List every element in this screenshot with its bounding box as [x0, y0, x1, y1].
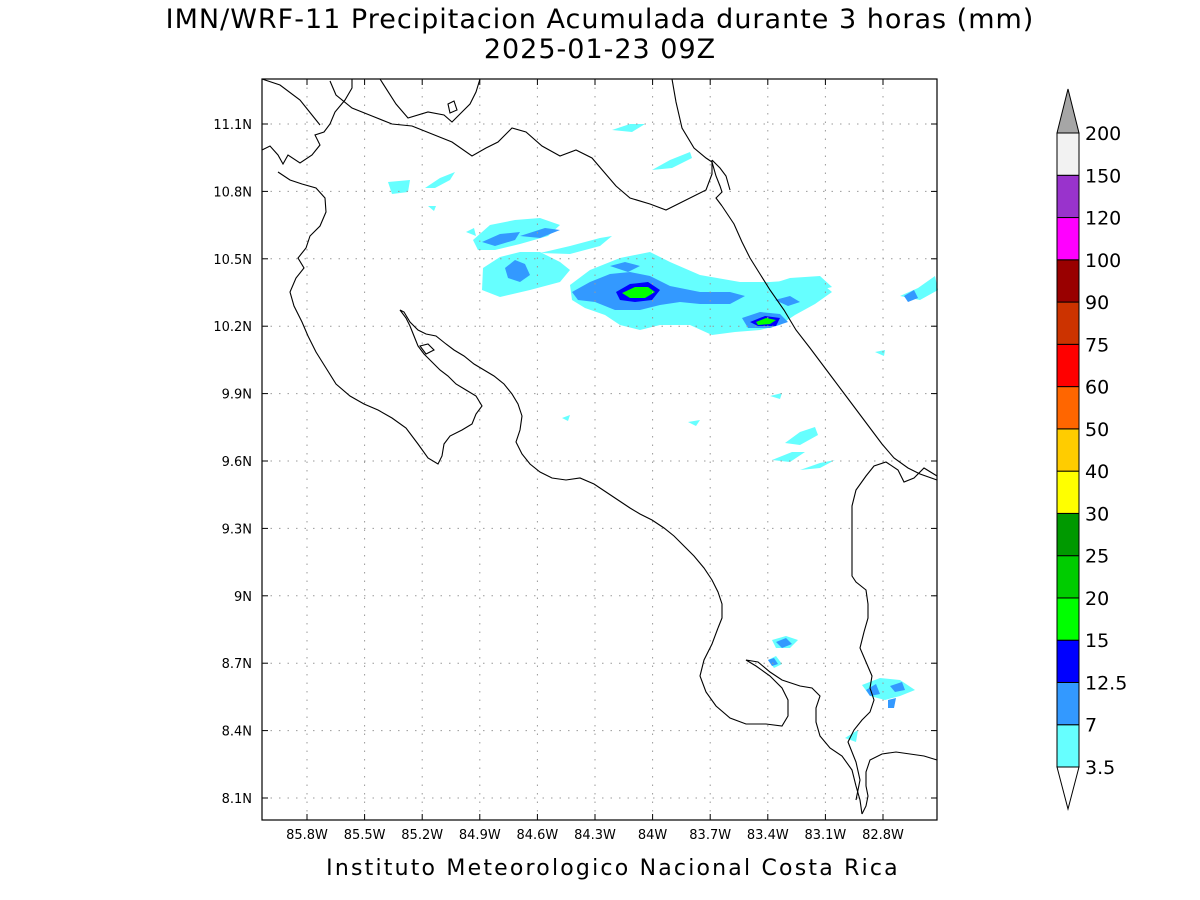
precipitation-areas: [388, 124, 938, 742]
lon-tick-label: 83.4W: [747, 828, 789, 843]
colorbar-box: [1056, 639, 1080, 683]
lat-tick-label: 8.1N: [222, 792, 252, 807]
colorbar-label: 15: [1085, 630, 1109, 652]
colorbar-label: 25: [1085, 546, 1109, 568]
colorbar-box: [1056, 512, 1080, 557]
map-title: IMN/WRF-11 Precipitacion Acumulada duran…: [165, 4, 1035, 35]
colorbar-label: 3.5: [1085, 757, 1115, 779]
lon-tick-label: 84.6W: [516, 828, 558, 843]
colorbar-label: 40: [1085, 461, 1109, 483]
lat-tick-label: 9.3N: [222, 522, 252, 537]
colorbar-box: [1056, 597, 1080, 641]
colorbar-label: 7: [1085, 715, 1097, 737]
colorbar-label: 90: [1085, 292, 1109, 314]
colorbar-box: [1056, 301, 1080, 345]
lat-tick-label: 10.8N: [213, 185, 252, 200]
colorbar-label: 150: [1085, 165, 1121, 187]
colorbar-label: 12.5: [1085, 672, 1127, 694]
colorbar-box: [1056, 555, 1080, 599]
lat-tick-label: 9.9N: [222, 388, 252, 403]
lon-tick-label: 85.8W: [286, 828, 328, 843]
colorbar-label: 30: [1085, 503, 1109, 525]
coastlines-and-borders: [261, 78, 938, 815]
colorbar-label: 20: [1085, 588, 1109, 610]
plot-frame: [261, 78, 938, 821]
lon-tick-label: 83.1W: [804, 828, 846, 843]
colorbar-box: [1056, 681, 1080, 726]
colorbar-box: [1056, 174, 1080, 219]
colorbar-label: 75: [1085, 334, 1109, 356]
lat-tick-label: 9N: [234, 590, 252, 605]
lat-tick-label: 10.5N: [213, 253, 252, 268]
colorbar-box: [1056, 428, 1080, 472]
colorbar-box: [1056, 259, 1080, 303]
lat-tick-label: 8.7N: [222, 657, 252, 672]
lon-tick-label: 84.9W: [459, 828, 501, 843]
lat-tick-label: 9.6N: [222, 455, 252, 470]
lon-tick-label: 83.7W: [689, 828, 731, 843]
colorbar-label: 50: [1085, 419, 1109, 441]
colorbar-box: [1056, 724, 1080, 768]
colorbar-label: 120: [1085, 208, 1121, 230]
map-subtitle: 2025-01-23 09Z: [483, 34, 717, 65]
colorbar-box: [1056, 386, 1080, 430]
lon-tick-label: 85.2W: [401, 828, 443, 843]
colorbar-box: [1056, 132, 1080, 176]
precipitation-colorbar: 3.5 7 12.5 15 20 25 30 40 50 60 75 90 100 120 150 200: [1056, 88, 1127, 811]
colorbar-label: 60: [1085, 377, 1109, 399]
footer-credit: Instituto Meteorologico Nacional Costa R…: [326, 856, 900, 881]
lon-tick-label: 84W: [638, 828, 668, 843]
colorbar-box: [1056, 343, 1080, 388]
colorbar-label: 100: [1085, 250, 1121, 272]
lon-tick-label: 84.3W: [574, 828, 616, 843]
colorbar-box: [1056, 470, 1080, 514]
graticule: [262, 79, 937, 820]
lat-tick-label: 10.2N: [213, 320, 252, 335]
colorbar-label: 200: [1085, 123, 1121, 145]
lon-tick-label: 85.5W: [344, 828, 386, 843]
lat-tick-label: 8.4N: [222, 725, 252, 740]
colorbar-box: [1056, 217, 1080, 261]
lon-tick-label: 82.8W: [862, 828, 904, 843]
colorbar-upper-arrow: [1056, 88, 1080, 134]
lat-tick-label: 11.1N: [213, 118, 252, 133]
axes: 85.8W 85.5W 85.2W 84.9W 84.6W 84.3W 84W 83.7W 83…: [213, 79, 937, 843]
colorbar-lower-arrow: [1056, 766, 1080, 811]
